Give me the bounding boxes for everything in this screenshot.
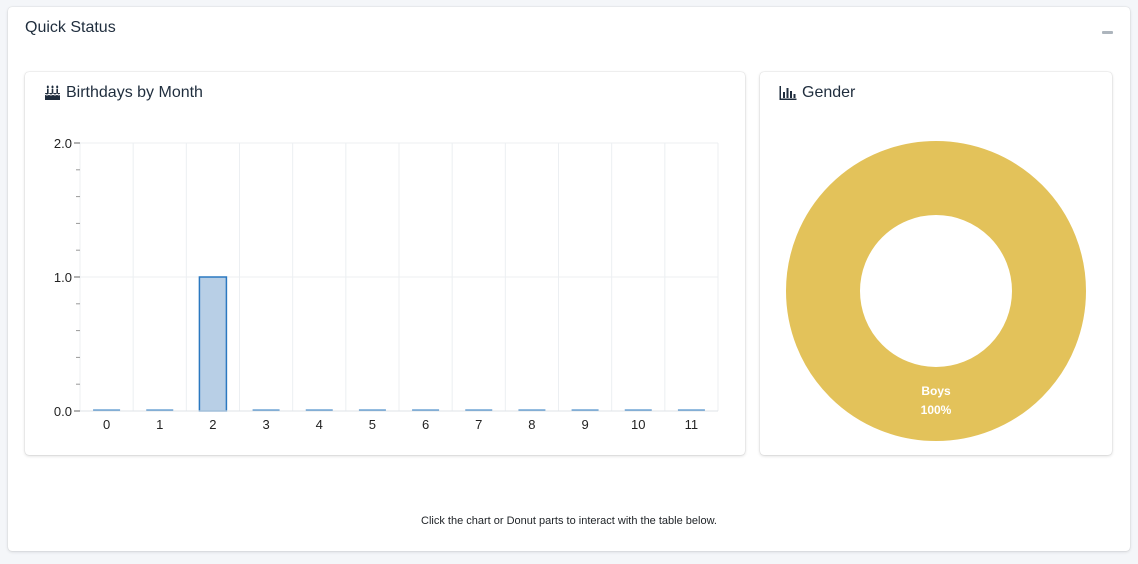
y-tick-label: 0.0 [54, 404, 72, 419]
bar-0[interactable] [93, 409, 121, 412]
bar-5[interactable] [358, 409, 386, 412]
bar-6[interactable] [412, 409, 440, 412]
birthdays-card-title: Birthdays by Month [66, 84, 203, 101]
x-tick-label: 7 [475, 417, 482, 432]
bar-11[interactable] [677, 409, 705, 412]
x-tick-label: 2 [209, 417, 216, 432]
birthdays-bar-chart[interactable]: 0.0 1.0 2.0 0 1 2 3 4 5 6 7 8 9 10 11 [25, 72, 745, 455]
x-tick-label: 10 [631, 417, 645, 432]
bar-9[interactable] [571, 409, 599, 412]
x-tick-label: 6 [422, 417, 429, 432]
donut-slice-boys[interactable] [786, 141, 1086, 441]
bar-chart-icon [779, 86, 797, 100]
bar-2[interactable] [198, 276, 228, 412]
panel-title: Quick Status [25, 19, 116, 36]
x-tick-label: 0 [103, 417, 110, 432]
birthdays-card: Birthdays by Month 0.0 1.0 2.0 0 1 2 3 4 5 6 7 8 9 10… [25, 72, 745, 455]
bar-7[interactable] [465, 409, 493, 412]
donut-slice-percent: 100% [921, 403, 952, 417]
x-tick-label: 4 [316, 417, 323, 432]
bar-4[interactable] [305, 409, 333, 412]
bar-3[interactable] [252, 409, 280, 412]
x-tick-label: 9 [581, 417, 588, 432]
quick-status-panel: Quick Status Birthdays by Month 0.0 1.0 2.… [8, 7, 1130, 551]
x-tick-label: 8 [528, 417, 535, 432]
gender-donut-chart[interactable]: Boys 100% [760, 72, 1112, 455]
x-tick-label: 5 [369, 417, 376, 432]
gender-card: Gender Boys 100% [760, 72, 1112, 455]
x-tick-label: 1 [156, 417, 163, 432]
minus-icon[interactable] [1100, 23, 1116, 39]
bar-8[interactable] [518, 409, 546, 412]
chart-interaction-hint: Click the chart or Donut parts to intera… [421, 515, 717, 527]
gender-card-title: Gender [802, 84, 856, 101]
donut-slice-label: Boys [921, 384, 951, 398]
bar-1[interactable] [146, 409, 174, 412]
y-tick-label: 2.0 [54, 136, 72, 151]
bar-10[interactable] [624, 409, 652, 412]
birthdays-card-header: Birthdays by Month [44, 84, 203, 102]
y-tick-label: 1.0 [54, 270, 72, 285]
birthday-cake-icon [44, 85, 61, 100]
x-tick-label: 11 [685, 417, 699, 432]
gender-card-header: Gender [779, 84, 855, 102]
x-tick-label: 3 [262, 417, 269, 432]
